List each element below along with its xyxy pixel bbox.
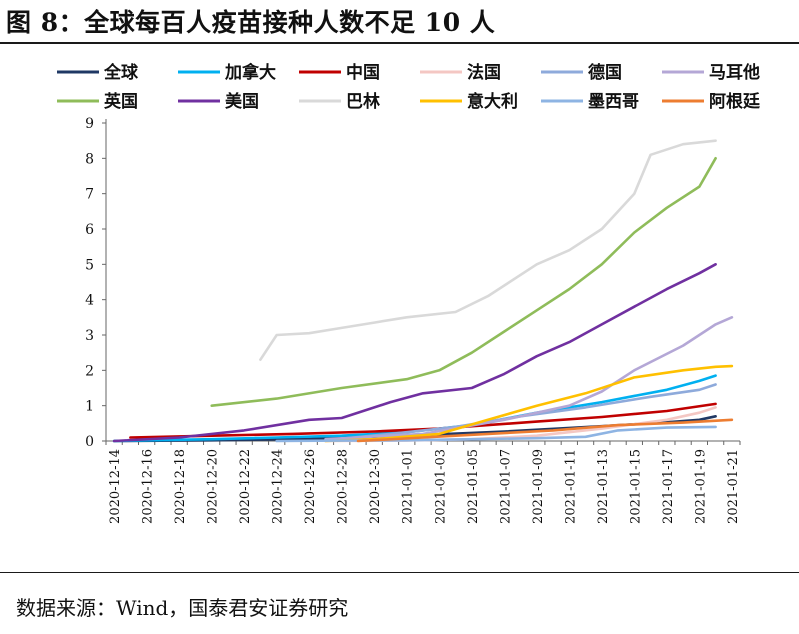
y-tick-label: 1 (85, 399, 94, 415)
legend-label: 中国 (346, 62, 380, 83)
series-line (324, 364, 734, 443)
y-tick-label: 9 (85, 116, 94, 132)
legend-label: 阿根廷 (709, 91, 761, 112)
series-line (112, 414, 717, 443)
series-line (210, 157, 717, 408)
y-tick-label: 8 (85, 151, 94, 167)
x-tick-label: 2020-12-14 (108, 449, 123, 524)
chart-title-row: 图 8：全球每百人疫苗接种人数不足 10 人 (6, 2, 495, 40)
y-tick-label: 4 (85, 293, 94, 309)
y-tick-label: 3 (85, 328, 94, 344)
x-tick-label: 2020-12-18 (173, 449, 188, 524)
legend-label: 德国 (588, 62, 622, 83)
legend-label: 意大利 (467, 91, 518, 112)
y-tick-label: 2 (85, 363, 94, 379)
bottom-rule (0, 572, 799, 573)
y-tick-label: 5 (85, 257, 94, 273)
y-tick-label: 0 (85, 434, 94, 450)
x-tick-label: 2021-01-17 (661, 449, 676, 524)
chart-title: 图 8：全球每百人疫苗接种人数不足 10 人 (6, 8, 496, 37)
top-rule (0, 42, 799, 44)
chart-axes: 0 1 2 3 4 5 6 7 8 9 2020-12-14 2020-12-16 2020-12-18… (85, 116, 741, 524)
x-tick-label: 2021-01-15 (628, 449, 643, 524)
x-tick-label: 2020-12-16 (141, 449, 156, 524)
x-tick-label: 2020-12-22 (238, 449, 253, 524)
legend-label: 巴林 (346, 91, 380, 112)
series-line (324, 383, 717, 442)
legend-label: 全球 (103, 62, 139, 83)
series-line (324, 315, 734, 441)
x-tick-label: 2021-01-07 (498, 449, 513, 524)
x-tick-label: 2021-01-09 (531, 449, 546, 524)
legend-label: 美国 (225, 91, 259, 112)
series-line (356, 418, 734, 443)
legend-label: 马耳他 (709, 62, 760, 83)
legend-label: 法国 (467, 62, 501, 83)
x-tick-label: 2021-01-13 (596, 449, 611, 524)
x-tick-label: 2021-01-03 (433, 449, 448, 524)
x-tick-label: 2020-12-26 (303, 449, 318, 524)
x-tick-label: 2020-12-24 (271, 449, 286, 524)
x-tick-label: 2021-01-05 (466, 449, 481, 524)
y-tick-label: 6 (85, 222, 94, 238)
legend-label: 墨西哥 (588, 92, 639, 112)
x-tick-label: 2021-01-11 (563, 449, 578, 524)
series-line (112, 262, 717, 443)
series-line (259, 139, 717, 362)
x-tick-label: 2021-01-21 (726, 449, 741, 524)
y-tick-label: 7 (85, 187, 94, 203)
x-tick-label: 2021-01-01 (401, 449, 416, 524)
x-tick-label: 2021-01-19 (693, 449, 708, 524)
legend-label: 加拿大 (224, 62, 276, 83)
chart-series (112, 139, 734, 443)
x-tick-label: 2020-12-28 (336, 449, 351, 524)
x-tick-label: 2020-12-30 (368, 449, 383, 524)
data-source-note: 数据来源：Wind，国泰君安证券研究 (16, 596, 349, 620)
x-tick-label: 2020-12-20 (206, 449, 221, 524)
legend-label: 英国 (104, 91, 138, 112)
